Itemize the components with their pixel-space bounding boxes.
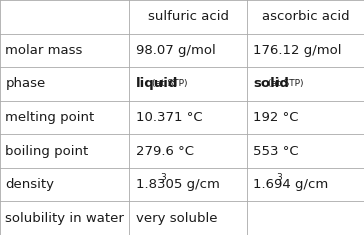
Text: 98.07 g/mol: 98.07 g/mol [136, 44, 215, 57]
Text: 176.12 g/mol: 176.12 g/mol [253, 44, 342, 57]
Text: density: density [5, 178, 55, 191]
Text: boiling point: boiling point [5, 145, 89, 158]
Text: very soluble: very soluble [136, 212, 217, 225]
Text: 553 °C: 553 °C [253, 145, 299, 158]
Text: phase: phase [5, 77, 46, 90]
Text: sulfuric acid: sulfuric acid [147, 10, 229, 23]
Text: molar mass: molar mass [5, 44, 83, 57]
Text: 10.371 °C: 10.371 °C [136, 111, 202, 124]
Text: melting point: melting point [5, 111, 95, 124]
Text: 1.694 g/cm: 1.694 g/cm [253, 178, 329, 191]
Text: (at STP): (at STP) [268, 79, 303, 88]
Text: ascorbic acid: ascorbic acid [262, 10, 349, 23]
Text: solid: solid [253, 77, 289, 90]
Text: 192 °C: 192 °C [253, 111, 299, 124]
Text: solubility in water: solubility in water [5, 212, 124, 225]
Text: 3: 3 [161, 173, 166, 182]
Text: (at STP): (at STP) [153, 79, 188, 88]
Text: liquid: liquid [136, 77, 178, 90]
Text: 3: 3 [276, 173, 282, 182]
Text: 279.6 °C: 279.6 °C [136, 145, 194, 158]
Text: 1.8305 g/cm: 1.8305 g/cm [136, 178, 219, 191]
